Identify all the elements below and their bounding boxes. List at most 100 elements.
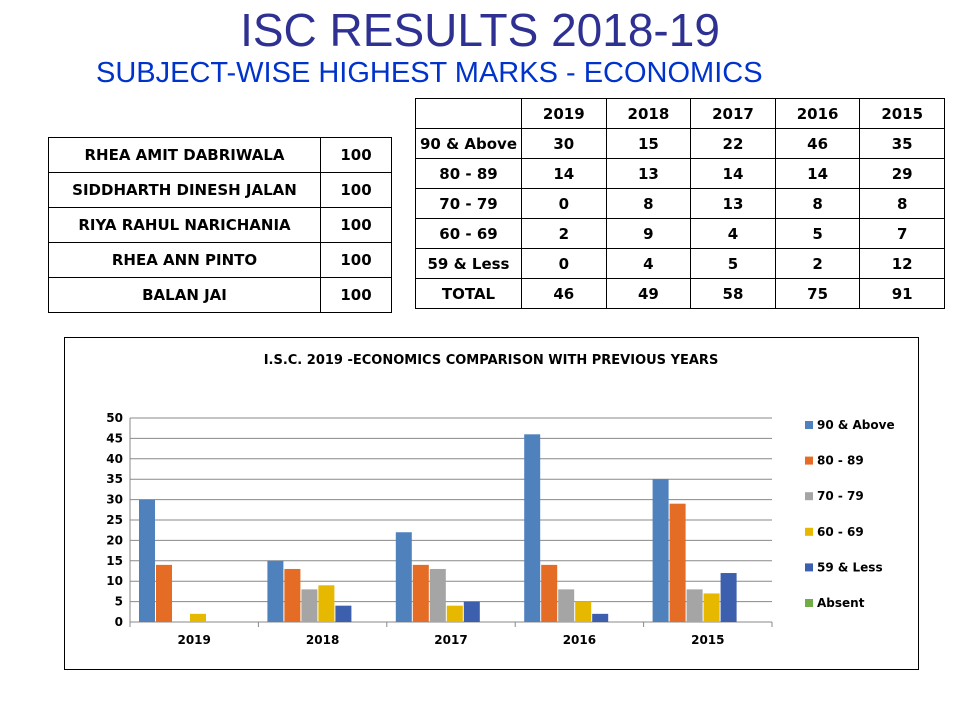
bar — [541, 564, 558, 622]
y-tick-label: 30 — [106, 493, 123, 507]
bar — [463, 601, 480, 622]
table-row: 80 - 89 14 13 14 14 29 — [415, 158, 945, 189]
table-cell: 0 — [521, 188, 607, 219]
topper-row: SIDDHARTH DINESH JALAN 100 — [48, 172, 392, 208]
table-cell: 35 — [859, 128, 945, 159]
row-label: TOTAL — [415, 278, 522, 309]
y-tick-label: 10 — [106, 574, 123, 588]
x-tick-label: 2015 — [691, 633, 724, 647]
table-row: 59 & Less 0 4 5 2 12 — [415, 248, 945, 279]
y-tick-label: 15 — [106, 554, 123, 568]
table-cell: 5 — [690, 248, 776, 279]
table-cell: 15 — [605, 128, 692, 159]
bar — [524, 434, 541, 622]
topper-name: RIYA RAHUL NARICHANIA — [48, 207, 321, 243]
bar — [652, 479, 669, 622]
topper-marks: 100 — [320, 207, 392, 243]
topper-marks: 100 — [320, 277, 392, 313]
y-tick-label: 0 — [115, 615, 123, 629]
bar — [575, 601, 592, 622]
legend-swatch — [805, 421, 813, 429]
chart-container: I.S.C. 2019 -ECONOMICS COMPARISON WITH P… — [64, 337, 919, 670]
bar — [301, 589, 318, 622]
bar — [446, 605, 463, 622]
topper-marks: 100 — [320, 172, 392, 208]
table-cell: 14 — [521, 158, 607, 189]
legend-label: 70 - 79 — [817, 489, 864, 503]
x-tick-label: 2017 — [434, 633, 467, 647]
table-cell: 29 — [859, 158, 945, 189]
table-header-year: 2016 — [774, 98, 861, 129]
table-corner-cell — [415, 98, 522, 129]
table-header-year: 2015 — [859, 98, 945, 129]
bar — [686, 589, 703, 622]
bar — [669, 503, 686, 622]
table-cell: 13 — [690, 188, 776, 219]
x-tick-label: 2016 — [563, 633, 596, 647]
legend-label: 59 & Less — [817, 560, 883, 574]
table-cell: 8 — [605, 188, 692, 219]
legend-label: 60 - 69 — [817, 525, 864, 539]
legend-swatch — [805, 527, 813, 536]
bar — [558, 589, 575, 622]
table-cell: 8 — [859, 188, 945, 219]
bar — [335, 605, 352, 622]
table-cell: 8 — [774, 188, 861, 219]
page-subtitle: SUBJECT-WISE HIGHEST MARKS - ECONOMICS — [96, 57, 763, 89]
table-cell: 91 — [859, 278, 945, 309]
table-cell: 12 — [859, 248, 945, 279]
legend-swatch — [805, 563, 813, 572]
y-tick-label: 25 — [106, 513, 123, 527]
y-tick-label: 5 — [115, 595, 123, 609]
table-header-year: 2017 — [690, 98, 776, 129]
table-cell: 49 — [605, 278, 692, 309]
row-label: 80 - 89 — [415, 158, 522, 189]
topper-name: RHEA AMIT DABRIWALA — [48, 137, 321, 173]
table-cell: 46 — [774, 128, 861, 159]
bar — [267, 560, 284, 622]
page-title: ISC RESULTS 2018-19 — [240, 4, 720, 56]
row-label: 90 & Above — [415, 128, 522, 159]
x-tick-label: 2018 — [306, 633, 339, 647]
table-cell: 14 — [690, 158, 776, 189]
y-tick-label: 40 — [106, 452, 123, 466]
topper-row: RHEA ANN PINTO 100 — [48, 242, 392, 278]
table-header-year: 2019 — [521, 98, 607, 129]
topper-name: SIDDHARTH DINESH JALAN — [48, 172, 321, 208]
legend-label: 90 & Above — [817, 418, 895, 432]
y-tick-label: 45 — [106, 431, 123, 445]
bar — [395, 532, 412, 622]
table-row: 60 - 69 2 9 4 5 7 — [415, 218, 945, 249]
bar — [139, 499, 155, 622]
y-tick-label: 20 — [106, 533, 123, 547]
row-label: 59 & Less — [415, 248, 522, 279]
chart-title: I.S.C. 2019 -ECONOMICS COMPARISON WITH P… — [264, 353, 719, 368]
bar — [720, 573, 737, 622]
table-cell: 14 — [774, 158, 861, 189]
table-cell: 5 — [774, 218, 861, 249]
table-row: TOTAL 46 49 58 75 91 — [415, 278, 945, 309]
bar — [284, 568, 301, 622]
table-cell: 30 — [521, 128, 607, 159]
topper-marks: 100 — [320, 137, 392, 173]
table-cell: 2 — [521, 218, 607, 249]
table-cell: 4 — [605, 248, 692, 279]
table-cell: 9 — [605, 218, 692, 249]
bar — [592, 613, 609, 622]
legend-swatch — [805, 599, 813, 607]
topper-name: BALAN JAI — [48, 277, 321, 313]
topper-row: RIYA RAHUL NARICHANIA 100 — [48, 207, 392, 243]
row-label: 70 - 79 — [415, 188, 522, 219]
topper-row: BALAN JAI 100 — [48, 277, 392, 313]
bar — [412, 564, 429, 622]
bar — [318, 585, 335, 622]
bar — [703, 593, 720, 622]
bar — [429, 568, 446, 622]
results-distribution-table: 2019 2018 2017 2016 2015 90 & Above 30 15 22 46 3… — [415, 98, 945, 309]
table-cell: 58 — [690, 278, 776, 309]
table-cell: 2 — [774, 248, 861, 279]
topper-name: RHEA ANN PINTO — [48, 242, 321, 278]
table-cell: 46 — [521, 278, 607, 309]
table-row: 70 - 79 0 8 13 8 8 — [415, 188, 945, 219]
table-cell: 7 — [859, 218, 945, 249]
